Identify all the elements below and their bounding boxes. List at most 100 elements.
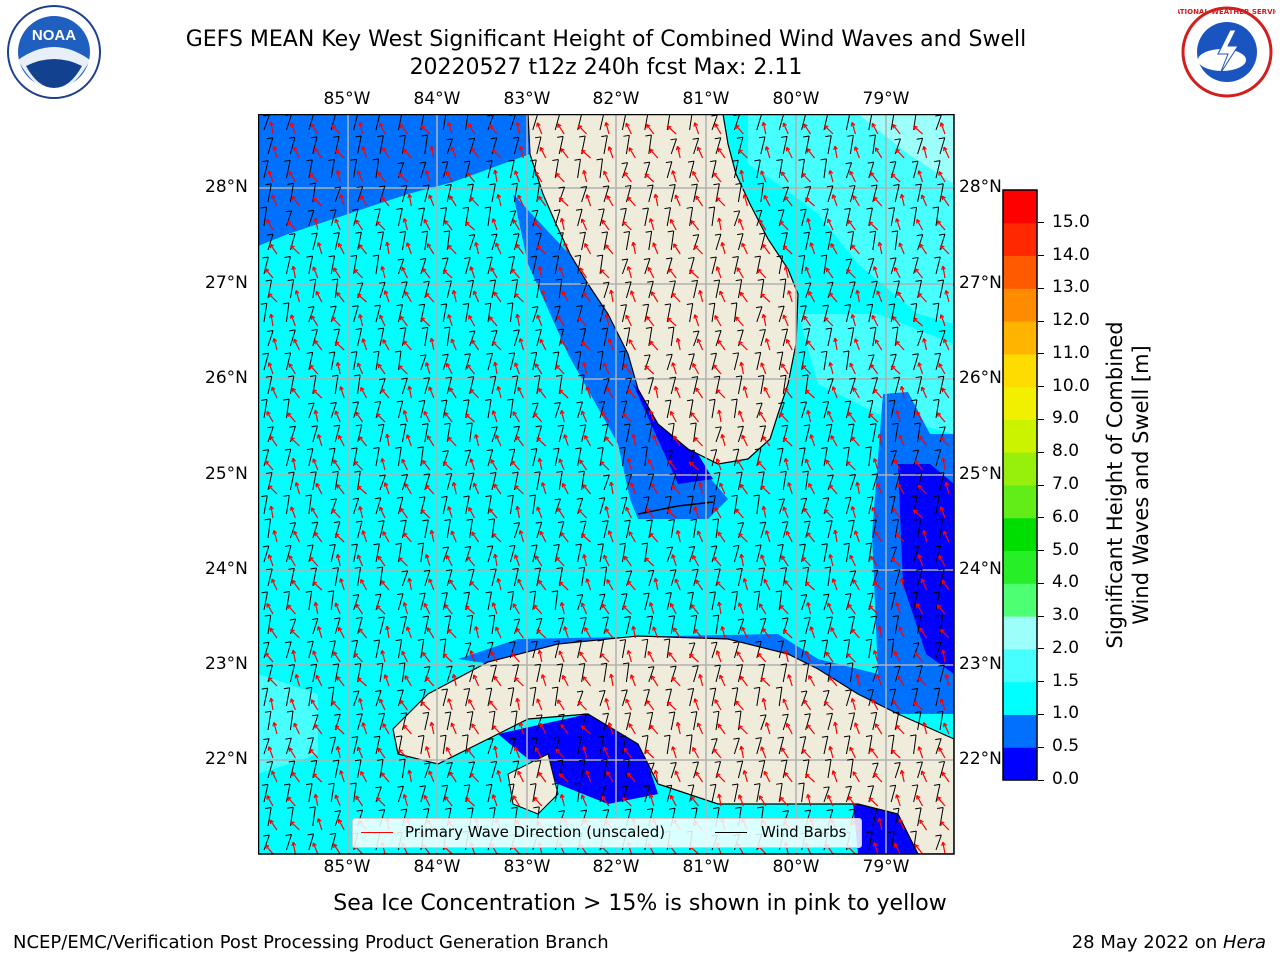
colorbar-tick-label: 3.0 — [1052, 605, 1080, 626]
wave-direction-arrow — [738, 794, 744, 807]
wave-arrow-head — [515, 244, 518, 249]
wind-barb-tick — [328, 159, 335, 162]
wind-barb-tick — [352, 690, 360, 693]
wave-direction-arrow — [803, 315, 812, 327]
wind-barb-tick — [821, 639, 828, 642]
wind-barb-tick — [891, 326, 899, 329]
wave-arrow-head — [286, 412, 289, 417]
wave-arrow-head — [690, 604, 693, 609]
wind-barb-tick — [893, 472, 900, 475]
wave-arrow-head — [269, 505, 272, 511]
wind-barb — [939, 183, 944, 203]
wind-barb — [554, 114, 561, 131]
wind-barb — [334, 278, 339, 299]
wave-direction-arrow — [871, 699, 879, 711]
wave-arrow-head — [555, 173, 558, 178]
wind-barb — [289, 710, 294, 731]
wind-barb-tick — [623, 758, 630, 761]
wave-direction-arrow — [293, 722, 300, 735]
wind-barb — [334, 471, 339, 491]
wind-barb-tick — [440, 399, 447, 402]
wave-direction-arrow — [716, 389, 726, 399]
wave-arrow-head — [451, 674, 455, 679]
colorbar-tick-mark — [1038, 222, 1044, 224]
wind-barb — [689, 207, 694, 227]
wave-direction-arrow — [940, 506, 946, 519]
wave-direction-arrow — [579, 459, 588, 471]
wave-direction-arrow — [539, 531, 547, 543]
wind-barb — [446, 762, 453, 779]
wave-arrow-head — [356, 293, 360, 299]
wave-direction-arrow — [353, 652, 364, 663]
wave-direction-arrow — [357, 170, 364, 183]
wind-barb-tick — [265, 472, 273, 475]
wave-direction-arrow — [654, 578, 659, 591]
wind-barb-tick — [417, 446, 424, 449]
wind-barb — [689, 546, 696, 563]
wind-barb-tick — [735, 375, 742, 378]
wind-barb-tick — [329, 640, 336, 643]
wind-barb-tick — [400, 808, 407, 811]
wind-barb-tick — [730, 302, 737, 305]
wind-barb-tick — [598, 304, 605, 307]
wind-barb-tick — [664, 399, 671, 402]
wind-barb-tick — [916, 761, 923, 764]
wind-barb-tick — [486, 352, 493, 355]
wind-barb — [711, 495, 716, 515]
wave-direction-arrow — [917, 676, 928, 687]
wave-direction-arrow — [473, 674, 480, 687]
wave-direction-arrow — [404, 675, 412, 687]
wind-barb — [581, 663, 586, 683]
wave-direction-arrow — [913, 701, 923, 711]
wave-direction-arrow — [555, 556, 565, 567]
wind-barb-tick — [759, 328, 766, 331]
wave-direction-arrow — [740, 746, 744, 759]
wind-barb-tick — [939, 426, 946, 429]
wave-direction-arrow — [425, 676, 435, 687]
wind-barb — [312, 232, 318, 251]
wind-barb — [446, 711, 452, 731]
wave-arrow-head — [399, 316, 402, 321]
wind-barb-tick — [692, 665, 699, 668]
wave-arrow-head — [806, 340, 809, 345]
wave-arrow-head — [939, 437, 943, 442]
wind-barb-tick — [870, 711, 877, 714]
wave-arrow-head — [831, 770, 834, 775]
wave-arrow-head — [466, 364, 469, 369]
wind-barb — [487, 399, 492, 419]
wave-arrow-head — [629, 482, 632, 487]
wind-barb-tick — [423, 666, 431, 669]
wave-direction-arrow — [938, 555, 946, 567]
wind-barb-tick — [284, 544, 292, 547]
wind-barb — [532, 402, 539, 419]
wave-direction-arrow — [914, 844, 924, 854]
wave-arrow-head — [666, 509, 670, 514]
wind-barb — [357, 520, 363, 539]
wave-direction-arrow — [918, 170, 924, 183]
wave-direction-arrow — [577, 316, 588, 327]
wave-direction-arrow — [738, 218, 744, 231]
wind-barb-tick — [468, 761, 475, 764]
wind-barb — [827, 185, 834, 203]
wave-direction-arrow — [516, 506, 520, 519]
wind-barb — [760, 521, 767, 539]
wind-barb — [263, 303, 268, 323]
wave-arrow-head — [855, 290, 858, 295]
wind-barb — [285, 256, 291, 275]
wave-direction-arrow — [699, 290, 704, 303]
wave-direction-arrow — [269, 627, 278, 639]
wind-barb — [823, 786, 830, 803]
wave-arrow-head — [720, 626, 723, 631]
wind-barb — [913, 784, 919, 803]
wind-barb-tick — [663, 638, 670, 641]
wave-direction-arrow — [519, 722, 524, 735]
wind-barb — [289, 522, 297, 539]
wind-barb-tick — [419, 592, 426, 595]
wave-arrow-head — [737, 410, 740, 415]
wave-direction-arrow — [897, 675, 905, 687]
wave-arrow-head — [609, 481, 612, 487]
wave-arrow-head — [757, 652, 760, 658]
wave-arrow-head — [626, 458, 629, 463]
wind-barb-tick — [870, 615, 877, 618]
wave-arrow-head — [917, 293, 920, 298]
